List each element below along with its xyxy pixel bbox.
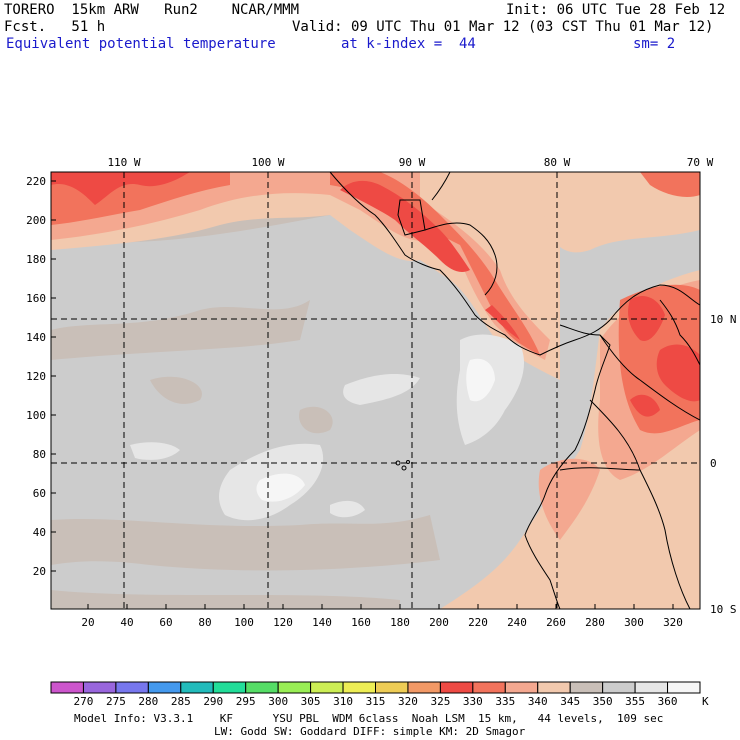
colorbar-label: 295 <box>236 695 256 708</box>
left-grid-label: 140 <box>26 331 46 344</box>
top-lon-label: 110 W <box>107 156 140 169</box>
colorbar-swatch <box>504 681 539 694</box>
colorbar-unit: K <box>702 695 709 708</box>
colorbar-swatch <box>342 681 376 694</box>
colorbar-label: 280 <box>138 695 158 708</box>
right-lat-label: 10 S <box>710 603 737 616</box>
colorbar-swatch <box>277 681 312 694</box>
bottom-grid-label: 300 <box>624 616 644 629</box>
bottom-grid-label: 140 <box>312 616 332 629</box>
theta-e-field <box>51 172 700 609</box>
bottom-grid-label: 120 <box>273 616 293 629</box>
colorbar-swatch <box>439 681 474 694</box>
colorbar-label: 320 <box>398 695 418 708</box>
latlon-grid <box>51 172 700 609</box>
colorbar-label: 285 <box>171 695 191 708</box>
colorbar-label: 310 <box>333 695 353 708</box>
forecast-hour: Fcst. 51 h <box>4 19 106 35</box>
init-time: Init: 06 UTC Tue 28 Feb 12 <box>506 2 726 18</box>
colorbar-label: 290 <box>203 695 223 708</box>
colorbar-swatch <box>602 681 636 694</box>
map-frame <box>50 171 701 610</box>
colorbar-swatch <box>115 681 149 694</box>
colorbar-swatch <box>569 681 604 694</box>
bottom-grid-label: 100 <box>234 616 254 629</box>
left-grid-label: 180 <box>26 253 46 266</box>
colorbar: 270 275 280 285 290 295 300 305 310 315 320 325 330 3… <box>50 681 709 708</box>
colorbar-swatch <box>310 681 344 694</box>
model-info-line1: Model Info: V3.3.1 KF YSU PBL WDM 6class… <box>74 712 664 725</box>
right-lat-label: 0 <box>710 457 717 470</box>
colorbar-swatch <box>180 681 214 694</box>
top-lon-label: 100 W <box>251 156 284 169</box>
top-lon-label: 80 W <box>544 156 571 169</box>
left-grid-label: 120 <box>26 370 46 383</box>
axis-ticks <box>51 180 674 609</box>
band-360-plus <box>256 358 495 502</box>
colorbar-swatch <box>82 681 117 694</box>
colorbar-swatch <box>472 681 506 694</box>
colorbar-label: 345 <box>560 695 580 708</box>
colorbar-swatch <box>147 681 182 694</box>
model-info-line2: LW: Godd SW: Goddard DIFF: simple KM: 2D… <box>214 725 526 738</box>
colorbar-label: 330 <box>463 695 483 708</box>
colorbar-swatch <box>50 681 84 694</box>
bottom-grid-label: 60 <box>159 616 172 629</box>
colorbar-swatch <box>375 681 409 694</box>
top-lon-label: 90 W <box>399 156 426 169</box>
left-grid-label: 220 <box>26 175 46 188</box>
model-title: TORERO 15km ARW Run2 NCAR/MMM <box>4 2 300 18</box>
bottom-grid-label: 220 <box>468 616 488 629</box>
colorbar-swatch <box>407 681 441 694</box>
colorbar-label: 300 <box>268 695 288 708</box>
colorbar-label: 355 <box>625 695 645 708</box>
colorbar-label: 360 <box>658 695 678 708</box>
top-lon-label: 70 W <box>687 156 714 169</box>
coastlines <box>329 172 700 609</box>
left-grid-label: 40 <box>33 526 46 539</box>
colorbar-label: 335 <box>495 695 515 708</box>
bottom-grid-label: 240 <box>507 616 527 629</box>
left-grid-label: 80 <box>33 448 46 461</box>
bottom-grid-label: 200 <box>429 616 449 629</box>
right-lat-label: 10 N <box>710 313 737 326</box>
left-grid-label: 100 <box>26 409 46 422</box>
bottom-grid-label: 80 <box>198 616 211 629</box>
axis-labels: 220 200 180 160 140 120 100 80 60 40 20 20 40 60 80 100… <box>26 156 736 629</box>
left-grid-label: 200 <box>26 214 46 227</box>
band-325-330 <box>51 172 700 417</box>
colorbar-label: 350 <box>593 695 613 708</box>
field-name: Equivalent potential temperature <box>6 36 276 52</box>
colorbar-label: 305 <box>301 695 321 708</box>
left-grid-label: 60 <box>33 487 46 500</box>
colorbar-label: 275 <box>106 695 126 708</box>
left-grid-label: 20 <box>33 565 46 578</box>
colorbar-label: 325 <box>430 695 450 708</box>
colorbar-swatch <box>537 681 571 694</box>
left-grid-label: 160 <box>26 292 46 305</box>
colorbar-swatch <box>634 681 669 694</box>
colorbar-label: 315 <box>366 695 386 708</box>
valid-time: Valid: 09 UTC Thu 01 Mar 12 (03 CST Thu … <box>292 19 714 35</box>
colorbar-label: 270 <box>74 695 94 708</box>
colorbar-label: 340 <box>528 695 548 708</box>
bottom-grid-label: 280 <box>585 616 605 629</box>
bottom-grid-label: 20 <box>81 616 94 629</box>
bottom-grid-label: 320 <box>663 616 683 629</box>
colorbar-swatch <box>245 681 279 694</box>
bottom-grid-label: 260 <box>546 616 566 629</box>
smoothing: sm= 2 <box>633 36 676 52</box>
colorbar-swatch <box>212 681 247 694</box>
bottom-grid-label: 40 <box>120 616 133 629</box>
bottom-grid-label: 180 <box>390 616 410 629</box>
level-index: at k-index = 44 <box>341 36 476 52</box>
colorbar-swatch <box>667 681 701 694</box>
bottom-grid-label: 160 <box>351 616 371 629</box>
